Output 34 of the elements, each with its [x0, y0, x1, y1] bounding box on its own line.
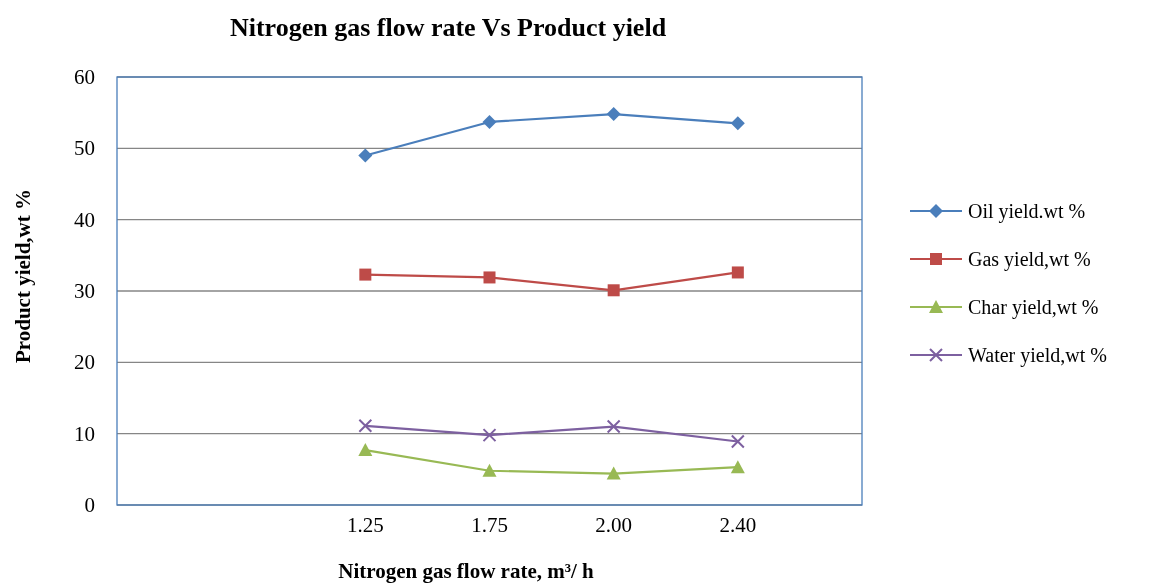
point	[358, 148, 373, 163]
x-tick-label: 1.25	[346, 513, 384, 537]
point	[483, 271, 496, 284]
point	[606, 466, 621, 480]
point	[358, 418, 373, 433]
point	[482, 114, 497, 129]
point	[359, 268, 372, 281]
legend-label: Char yield,wt %	[968, 296, 1099, 319]
point	[730, 460, 745, 474]
y-tick-label: 50	[74, 136, 95, 161]
y-tick-label: 40	[74, 207, 95, 232]
point	[730, 116, 745, 131]
y-axis-title: Product yield,wt %	[11, 188, 35, 364]
y-tick-label: 10	[74, 421, 95, 446]
x-axis-title: Nitrogen gas flow rate, m³/ h	[338, 559, 595, 583]
x-tick-label: 2.40	[719, 513, 757, 537]
point	[606, 419, 621, 434]
y-tick-label: 0	[84, 493, 95, 517]
point	[731, 266, 744, 279]
legend-label: Gas yield,wt %	[968, 248, 1091, 271]
point	[358, 443, 373, 457]
chart-title: Nitrogen gas flow rate Vs Product yield	[229, 13, 667, 42]
legend-label: Water yield,wt %	[968, 344, 1107, 367]
point	[482, 463, 497, 477]
point	[730, 434, 745, 449]
x-tick-label: 2.00	[595, 513, 633, 537]
legend-label: Oil yield.wt %	[968, 200, 1086, 223]
point	[482, 428, 497, 443]
point	[607, 284, 620, 297]
y-tick-label: 30	[74, 279, 95, 303]
y-tick-label: 20	[74, 350, 95, 375]
x-tick-label: 1.75	[471, 513, 508, 537]
point	[606, 107, 621, 122]
y-tick-label: 60	[74, 65, 95, 89]
